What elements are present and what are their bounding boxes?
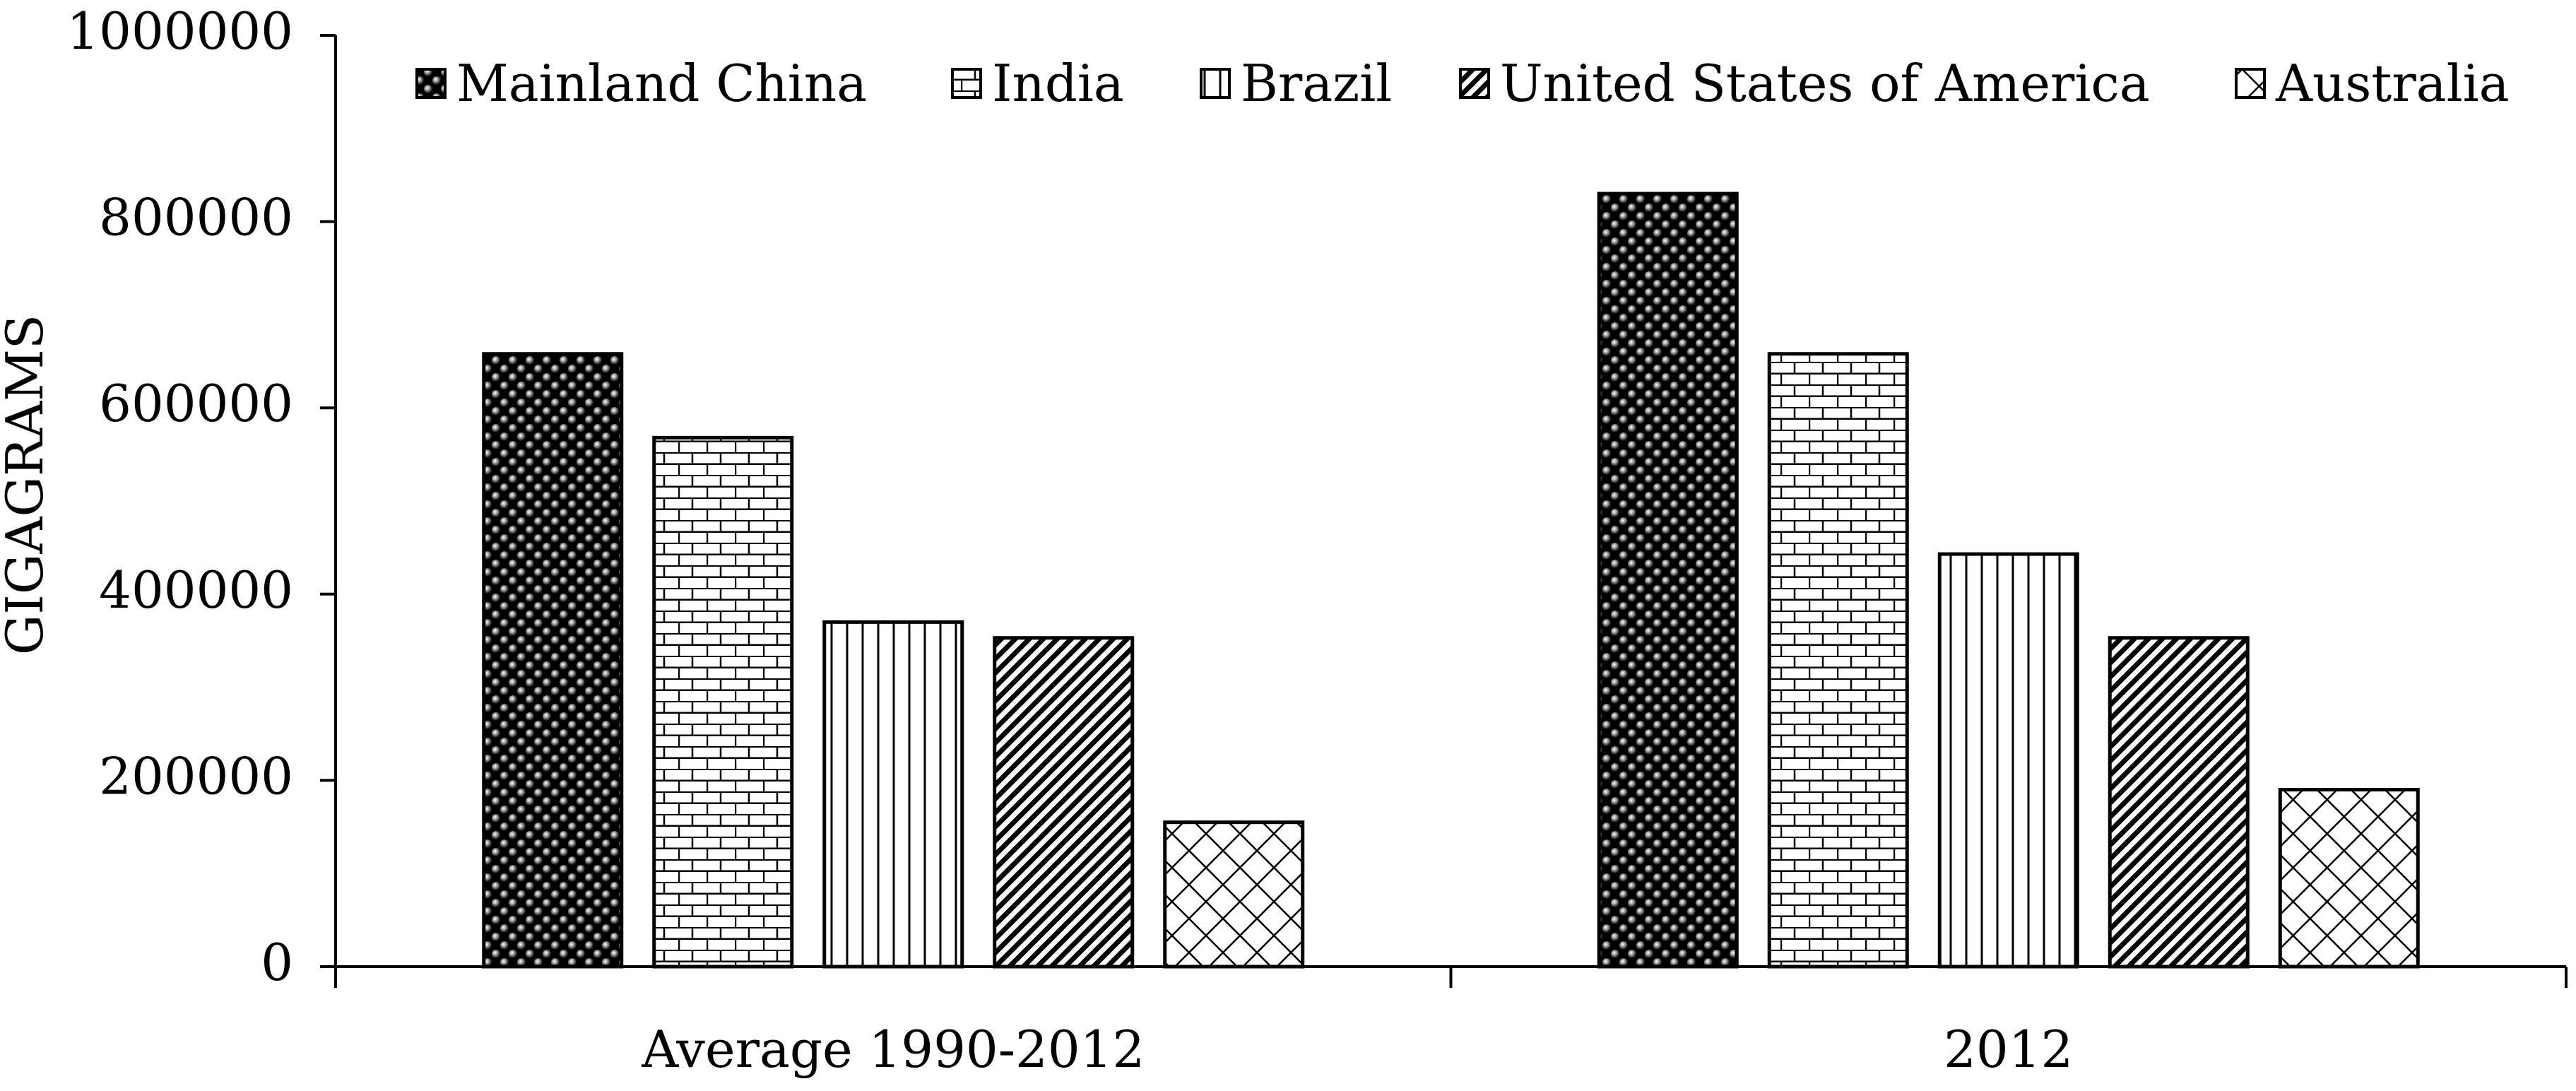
- x-category-label: Average 1990-2012: [641, 1020, 1145, 1079]
- bar-united-states-of-america: [2108, 636, 2250, 969]
- bar-india: [1767, 352, 1909, 969]
- legend-label: United States of America: [1500, 54, 2150, 113]
- x-axis: Average 1990-2012 2012: [334, 965, 2568, 1079]
- legend-label: Mainland China: [456, 54, 867, 113]
- y-tick-label: 400000: [99, 560, 293, 620]
- legend-swatch: [415, 68, 447, 99]
- bar-india: [652, 435, 794, 969]
- legend-swatch: [951, 68, 982, 99]
- legend-swatch: [2235, 68, 2266, 99]
- legend-swatch: [1200, 68, 1231, 99]
- y-axis-title: GIGAGRAMS: [0, 314, 54, 655]
- x-category-label: 2012: [1944, 1020, 2073, 1079]
- y-tick-label: 800000: [99, 188, 293, 247]
- legend-label: India: [992, 54, 1124, 113]
- bar-united-states-of-america: [993, 636, 1135, 969]
- y-axis: 0 200000 400000 600000 800000 1000000: [66, 1, 337, 992]
- legend: Mainland China India Brazil United States o…: [415, 54, 2510, 113]
- legend-label: Brazil: [1241, 54, 1392, 113]
- bar-australia: [2278, 788, 2420, 969]
- legend-label: Australia: [2275, 54, 2510, 113]
- y-tick-label: 1000000: [66, 1, 293, 61]
- bar-australia: [1163, 820, 1305, 969]
- y-tick-label: 0: [261, 933, 293, 992]
- bars: [482, 191, 2420, 969]
- bar-brazil: [1937, 552, 2079, 969]
- bar-mainland-china: [482, 352, 624, 969]
- bar-brazil: [822, 620, 964, 969]
- bar-mainland-china: [1597, 191, 1739, 969]
- y-tick-label: 200000: [99, 746, 293, 806]
- legend-swatch: [1459, 68, 1490, 99]
- y-tick-label: 600000: [99, 374, 293, 433]
